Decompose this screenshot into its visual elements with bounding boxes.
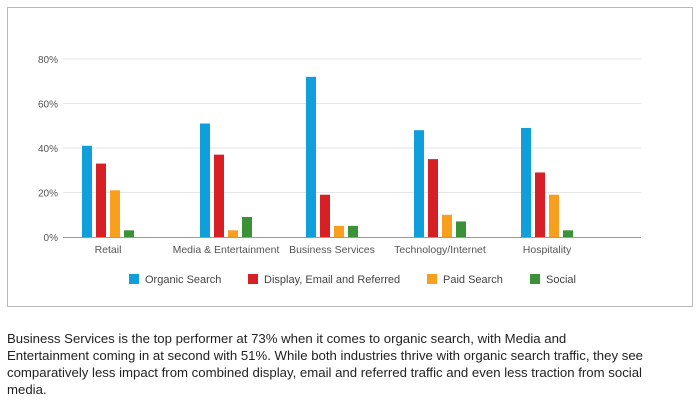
bar-organic-search-2 xyxy=(306,76,316,237)
bar-social-0 xyxy=(124,230,134,237)
legend-label: Display, Email and Referred xyxy=(264,274,400,286)
bar-display-email-and-referred-2 xyxy=(320,194,330,237)
chart-frame: 0% 20% 40% 60% 80% Retail Media & Entertainme… xyxy=(7,7,693,307)
legend-label: Social xyxy=(546,274,576,286)
bar-social-4 xyxy=(563,230,573,237)
y-tick-label: 40% xyxy=(38,144,58,155)
legend-label: Organic Search xyxy=(145,274,221,286)
bar-organic-search-3 xyxy=(414,130,424,237)
y-tick-label: 0% xyxy=(44,233,59,244)
bar-display-email-and-referred-4 xyxy=(535,172,545,237)
x-category-label: Media & Entertainment xyxy=(173,244,280,256)
bar-social-3 xyxy=(456,221,466,237)
legend-swatch xyxy=(427,274,437,284)
bar-display-email-and-referred-3 xyxy=(428,159,438,237)
bar-organic-search-4 xyxy=(521,127,531,237)
legend-swatch xyxy=(248,274,258,284)
bar-paid-search-3 xyxy=(442,214,452,237)
bar-organic-search-1 xyxy=(200,123,210,237)
bar-paid-search-2 xyxy=(334,225,344,237)
legend-swatch xyxy=(530,274,540,284)
x-category-label: Retail xyxy=(95,244,122,256)
x-category-label: Business Services xyxy=(289,244,375,256)
y-tick-label: 20% xyxy=(38,189,58,200)
bar-social-2 xyxy=(348,225,358,237)
bar-social-1 xyxy=(242,216,252,237)
y-tick-label: 60% xyxy=(38,100,58,111)
chart-caption: Business Services is the top performer a… xyxy=(7,331,644,397)
bars xyxy=(82,76,573,237)
x-axis-categories: Retail Media & Entertainment Business Serv… xyxy=(95,244,572,256)
y-axis-ticks: 0% 20% 40% 60% 80% xyxy=(38,55,58,244)
bar-paid-search-1 xyxy=(228,230,238,237)
x-category-label: Hospitality xyxy=(523,244,572,256)
bar-paid-search-0 xyxy=(110,190,120,237)
legend: Organic Search Display, Email and Referre… xyxy=(129,274,576,286)
bar-paid-search-4 xyxy=(549,194,559,237)
bar-chart: 0% 20% 40% 60% 80% Retail Media & Entertainme… xyxy=(38,55,641,286)
gridlines xyxy=(63,58,641,193)
bar-display-email-and-referred-0 xyxy=(96,163,106,237)
bar-organic-search-0 xyxy=(82,145,92,237)
legend-swatch xyxy=(129,274,139,284)
y-tick-label: 80% xyxy=(38,55,58,66)
legend-label: Paid Search xyxy=(443,274,503,286)
x-category-label: Technology/Internet xyxy=(394,244,486,256)
bar-display-email-and-referred-1 xyxy=(214,154,224,237)
